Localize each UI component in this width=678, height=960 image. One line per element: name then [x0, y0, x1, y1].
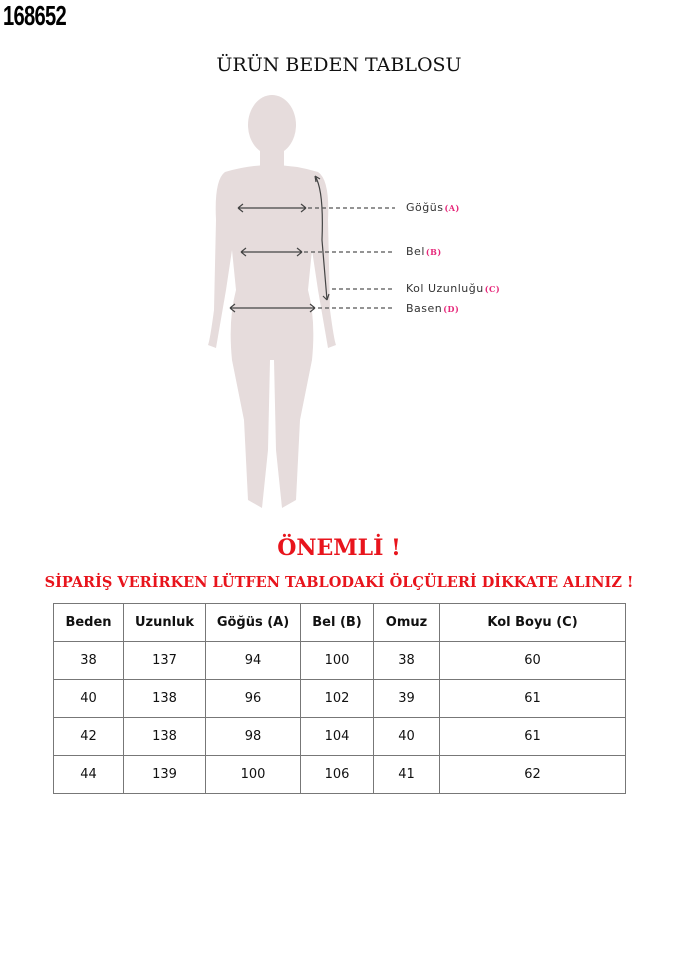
- table-row: 40 138 96 102 39 61: [53, 679, 626, 718]
- table-header-row: Beden Uzunluk Göğüs (A) Bel (B) Omuz Kol…: [53, 603, 626, 642]
- label-gogus: Göğüs(A): [406, 201, 460, 214]
- table-cell: 98: [205, 717, 301, 756]
- header-cell: Bel (B): [300, 603, 374, 642]
- table-cell: 40: [53, 679, 124, 718]
- silhouette: [208, 95, 336, 508]
- measure-lines: [229, 175, 395, 313]
- table-cell: 39: [373, 679, 440, 718]
- header-cell: Uzunluk: [123, 603, 206, 642]
- table-cell: 137: [123, 641, 206, 680]
- table-cell: 102: [300, 679, 374, 718]
- table-cell: 100: [300, 641, 374, 680]
- table-row: 42 138 98 104 40 61: [53, 717, 626, 756]
- body-silhouette-diagram: [208, 95, 395, 508]
- header-cell: Göğüs (A): [205, 603, 301, 642]
- table-cell: 62: [439, 755, 626, 794]
- table-cell: 42: [53, 717, 124, 756]
- table-cell: 60: [439, 641, 626, 680]
- label-kol-uzunlugu: Kol Uzunluğu(C): [406, 282, 501, 295]
- table-cell: 96: [205, 679, 301, 718]
- table-cell: 100: [205, 755, 301, 794]
- page-title: ÜRÜN BEDEN TABLOSU: [216, 54, 462, 76]
- table-cell: 61: [439, 717, 626, 756]
- label-bel: Bel(B): [406, 245, 442, 258]
- label-basen: Basen(D): [406, 302, 460, 315]
- header-cell: Kol Boyu (C): [439, 603, 626, 642]
- product-code: 168652: [3, 0, 67, 31]
- table-cell: 38: [53, 641, 124, 680]
- important-notice: SİPARİŞ VERİRKEN LÜTFEN TABLODAKİ ÖLÇÜLE…: [44, 574, 634, 591]
- table-cell: 94: [205, 641, 301, 680]
- header-cell: Beden: [53, 603, 124, 642]
- table-cell: 40: [373, 717, 440, 756]
- header-cell: Omuz: [373, 603, 440, 642]
- size-table: Beden Uzunluk Göğüs (A) Bel (B) Omuz Kol…: [53, 603, 626, 794]
- table-cell: 104: [300, 717, 374, 756]
- table-row: 38 137 94 100 38 60: [53, 641, 626, 680]
- table-cell: 38: [373, 641, 440, 680]
- table-cell: 106: [300, 755, 374, 794]
- table-cell: 41: [373, 755, 440, 794]
- table-cell: 138: [123, 679, 206, 718]
- table-cell: 138: [123, 717, 206, 756]
- table-cell: 61: [439, 679, 626, 718]
- table-row: 44 139 100 106 41 62: [53, 755, 626, 794]
- important-heading: ÖNEMLİ !: [277, 535, 401, 561]
- table-cell: 44: [53, 755, 124, 794]
- table-cell: 139: [123, 755, 206, 794]
